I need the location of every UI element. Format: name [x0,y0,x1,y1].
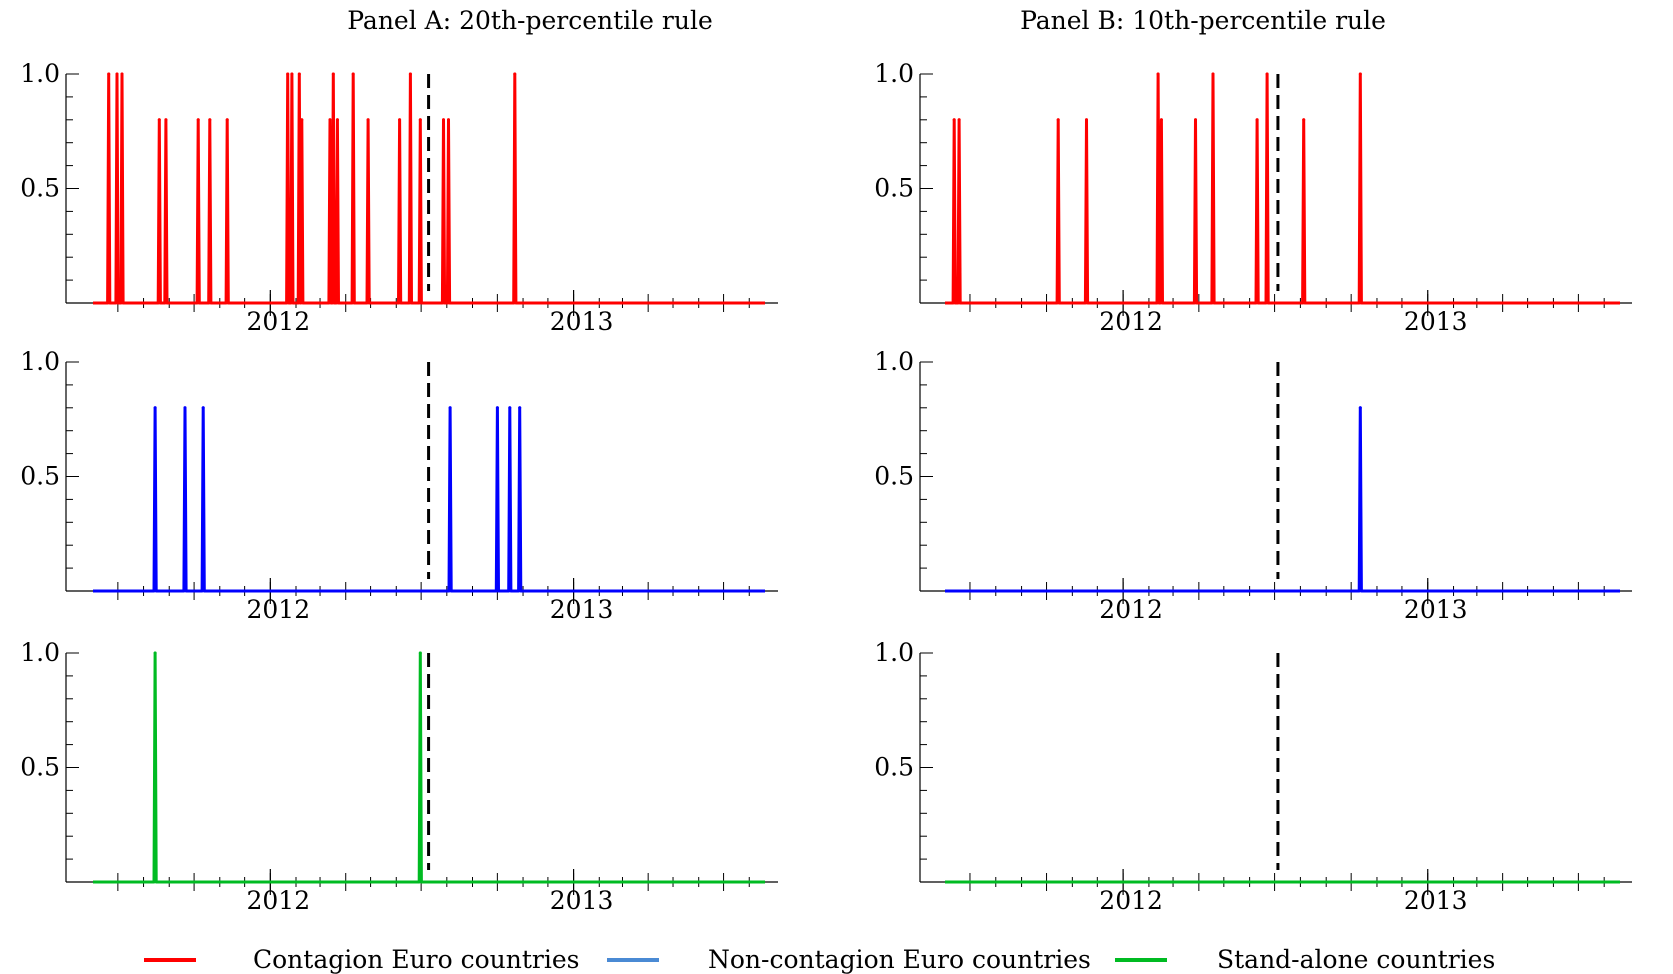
spike-point [1211,72,1215,76]
spike-point [157,118,161,122]
x-tick-label: 2012 [1099,307,1163,336]
spike-point [957,118,961,122]
spike-point [331,72,335,76]
spike-point [290,72,294,76]
x-tick-label: 2012 [1099,886,1163,915]
x-tick-label: 2012 [247,595,311,624]
spike-point [297,72,301,76]
spike-point [300,118,304,122]
y-tick-label: 0.5 [20,174,60,203]
spike-point [448,406,452,410]
x-tick-label: 2013 [550,595,614,624]
subplot-r2-c1: 0.5 1.0 2012 2013 [20,347,778,624]
spike-point [1265,72,1269,76]
legend-item: Non-contagion Euro countries [607,945,1091,974]
y-tick-label: 0.5 [20,462,60,491]
x-tick-label: 2013 [1404,307,1468,336]
spike-point [183,406,187,410]
y-tick-label: 1.0 [874,347,914,376]
spike-point [398,118,402,122]
x-tick-label: 2012 [247,307,311,336]
spike-point [442,118,446,122]
subplot-r3-c1: 0.5 1.0 2012 2013 [20,638,778,915]
spike-point [335,118,339,122]
spike-point [1056,118,1060,122]
spike-point [351,72,355,76]
panel-a-title: Panel A: 20th-percentile rule [347,6,713,35]
spike-point [196,118,200,122]
x-tick-label: 2013 [550,886,614,915]
x-tick-label: 2012 [247,886,311,915]
spike-point [107,72,111,76]
spike-point [952,118,956,122]
spike-point [446,118,450,122]
spike-point [153,406,157,410]
spike-point [1358,406,1362,410]
y-tick-label: 1.0 [874,59,914,88]
spike-point [1358,72,1362,76]
spike-point [408,72,412,76]
spike-point [115,72,119,76]
subplot-r3-c2: 0.5 1.0 2012 2013 [874,638,1632,915]
series-line [945,72,1620,305]
spike-point [1156,72,1160,76]
spike-point [418,118,422,122]
spike-point [208,118,212,122]
spike-point [328,118,332,122]
series-line [945,406,1620,593]
legend-label: Contagion Euro countries [253,945,580,974]
subplot-r2-c2: 0.5 1.0 2012 2013 [874,347,1632,624]
spike-point [1194,118,1198,122]
legend-item: Contagion Euro countries [144,945,580,974]
spike-point [418,651,422,655]
legend-item: Stand-alone countries [1115,945,1495,974]
subplot-r1-c2: 0.5 1.0 2012 2013 [874,59,1632,336]
legend: Contagion Euro countries Non-contagion Eu… [144,945,1495,974]
y-tick-label: 1.0 [20,59,60,88]
spike-point [1302,118,1306,122]
spike-point [1159,118,1163,122]
panel-b-title: Panel B: 10th-percentile rule [1020,6,1386,35]
y-tick-label: 1.0 [20,638,60,667]
subplot-r1-c1: 0.5 1.0 2012 2013 [20,59,778,336]
spike-point [508,406,512,410]
spike-point [164,118,168,122]
y-tick-label: 1.0 [874,638,914,667]
spike-point [201,406,205,410]
legend-label: Non-contagion Euro countries [708,945,1091,974]
spike-point [1084,118,1088,122]
spike-point [153,651,157,655]
spike-point [495,406,499,410]
y-tick-label: 0.5 [874,174,914,203]
series-line [93,651,765,884]
x-tick-label: 2013 [550,307,614,336]
y-tick-label: 0.5 [20,753,60,782]
y-tick-label: 0.5 [874,753,914,782]
spike-point [513,72,517,76]
y-tick-label: 0.5 [874,462,914,491]
x-tick-label: 2013 [1404,886,1468,915]
spike-point [366,118,370,122]
spike-point [225,118,229,122]
x-tick-label: 2013 [1404,595,1468,624]
spike-point [286,72,290,76]
spike-point [120,72,124,76]
spike-point [518,406,522,410]
legend-label: Stand-alone countries [1217,945,1495,974]
spike-point [1255,118,1259,122]
plot-grid: 0.5 1.0 2012 2013 0.5 1.0 2012 2013 0.5 1.0 2012 20… [20,59,1632,915]
y-tick-label: 1.0 [20,347,60,376]
x-tick-label: 2012 [1099,595,1163,624]
